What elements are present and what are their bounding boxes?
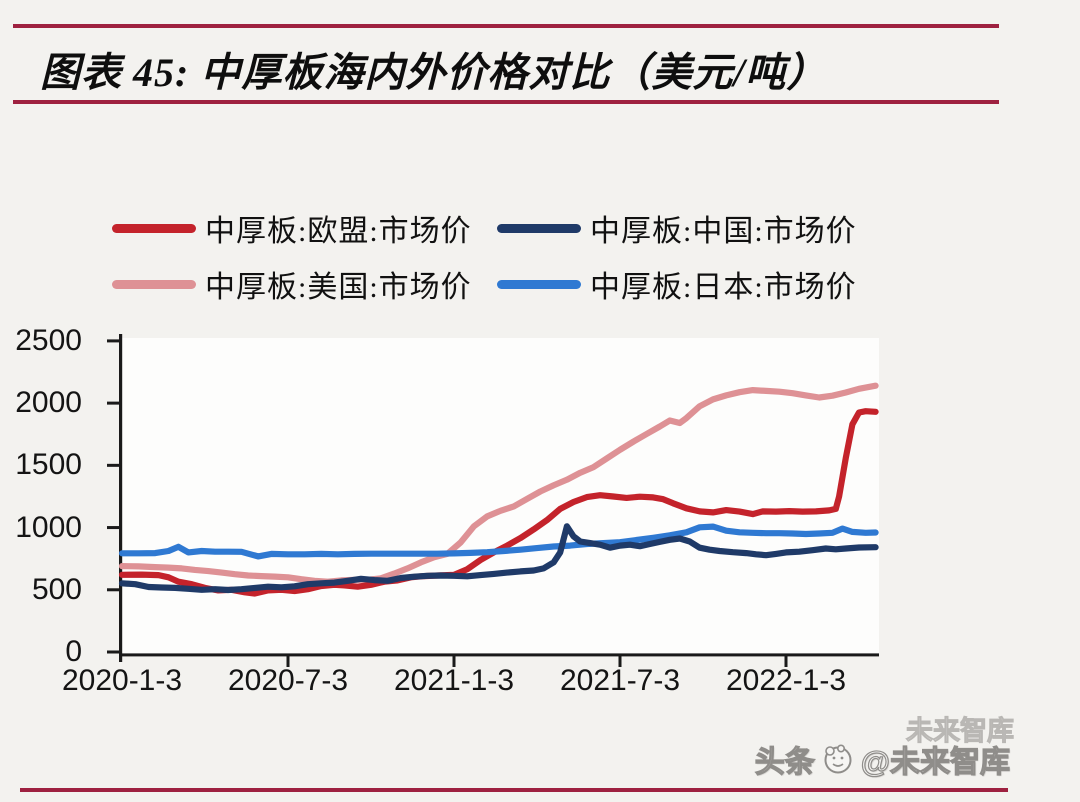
legend-item-us: 中厚板:美国:市场价 [112,262,472,306]
x-axis-tick [286,656,290,667]
series-line-中厚板:欧盟:市场价 [118,408,879,597]
y-axis-tick [107,650,120,654]
x-tick-label: 2021-7-3 [559,664,681,697]
y-axis-tick [107,588,120,592]
x-axis-tick [784,656,788,667]
legend-item-japan: 中厚板:日本:市场价 [497,262,857,306]
watermark-prefix: 头条 [754,745,815,779]
x-tick-label: 2020-7-3 [227,664,349,697]
y-tick-label: 0 [65,635,82,668]
y-axis-tick [107,339,120,343]
figure-title: 图表 45: 中厚板海内外价格对比（美元/吨） [40,50,828,95]
y-axis-tick [107,526,120,530]
y-axis-tick [107,401,120,405]
legend-swatch-china [497,223,581,233]
x-tick-label: 2022-1-3 [725,664,847,697]
legend-item-eu: 中厚板:欧盟:市场价 [112,206,472,250]
plot-background [122,338,879,655]
legend-label-china: 中厚板:中国:市场价 [590,215,857,248]
legend-label-us: 中厚板:美国:市场价 [205,271,472,304]
x-axis-tick [452,656,456,667]
series-line-中厚板:日本:市场价 [118,523,879,560]
x-tick-label: 2020-1-3 [61,664,183,697]
y-tick-label: 500 [31,572,82,606]
watermark: 未来智库 头条 @未来智库 [754,716,1014,781]
legend-item-china: 中厚板:中国:市场价 [497,206,857,250]
legend-label-japan: 中厚板:日本:市场价 [590,271,857,304]
y-tick-label: 1000 [15,510,82,544]
legend-swatch-eu [112,223,196,233]
y-axis-tick [107,463,120,467]
legend-swatch-japan [497,279,581,289]
series-line-中厚板:美国:市场价 [118,382,879,585]
y-axis-line [119,334,123,662]
x-tick-label: 2021-1-3 [393,664,515,697]
footer-rule [20,788,1008,792]
x-axis-tick [618,656,622,667]
legend-swatch-us [112,279,196,289]
title-rule-bottom [13,100,999,104]
watermark-handle: @未来智库 [860,745,1010,779]
watermark-ghost-text: 未来智库 [906,716,1015,747]
x-axis-line [119,653,879,657]
y-tick-label: 2500 [15,323,82,357]
toutiao-logo-icon [824,744,852,774]
legend-label-eu: 中厚板:欧盟:市场价 [205,215,472,248]
y-tick-label: 1500 [15,448,82,482]
series-line-中厚板:中国:市场价 [118,523,879,594]
title-rule-top [13,24,999,28]
y-tick-label: 2000 [15,386,82,420]
